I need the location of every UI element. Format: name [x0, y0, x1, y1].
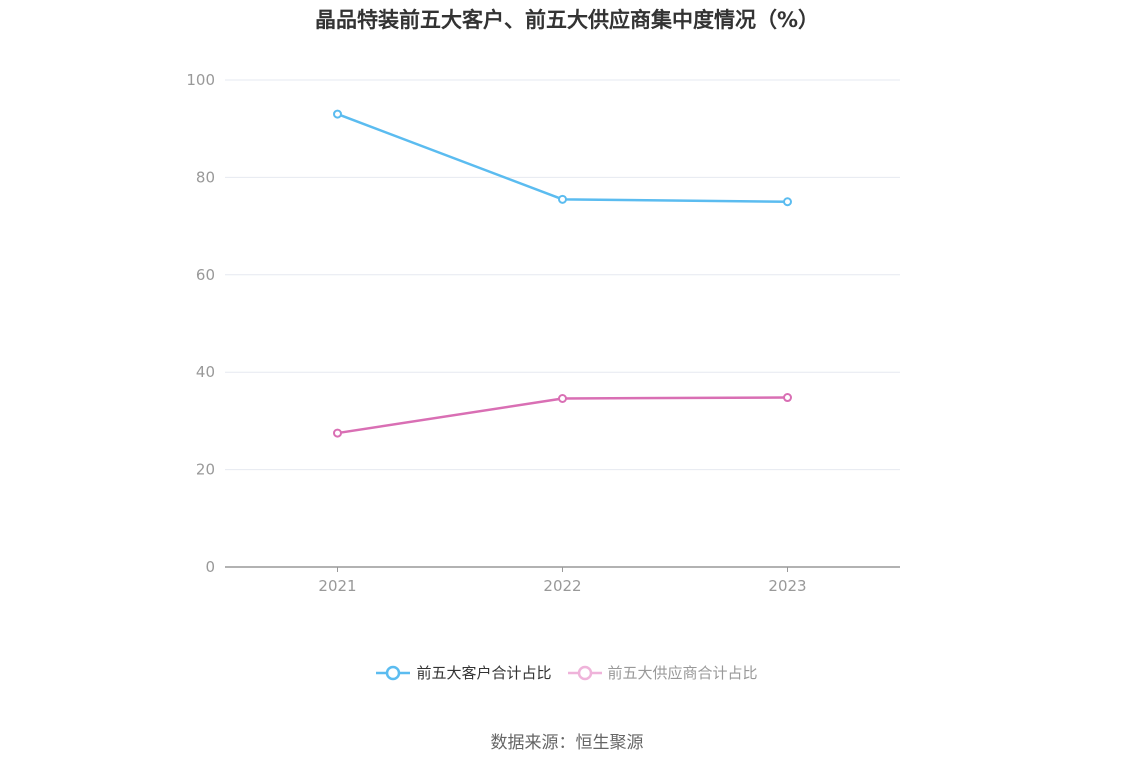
legend-label-customers: 前五大客户合计占比	[416, 664, 552, 682]
y-tick-label-100: 100	[186, 71, 215, 89]
data-point-s2-2023	[783, 393, 792, 403]
data-point-s2-2022	[558, 393, 567, 403]
legend-marker-suppliers	[567, 665, 602, 680]
x-tick-label-2022: 2022	[543, 577, 581, 595]
y-tick-label-60: 60	[196, 266, 215, 284]
y-tick-label-20: 20	[196, 461, 215, 479]
y-tick-label-80: 80	[196, 168, 215, 186]
x-tick-label-2023: 2023	[768, 577, 806, 595]
legend-item-suppliers[interactable]: 前五大供应商合计占比	[567, 662, 758, 683]
data-point-s1-2023	[783, 197, 792, 207]
legend-label-suppliers: 前五大供应商合计占比	[607, 664, 758, 682]
data-point-s1-2022	[558, 194, 567, 204]
chart-legend: 前五大客户合计占比 前五大供应商合计占比	[0, 662, 1134, 683]
data-point-s1-2021	[333, 109, 342, 119]
legend-marker-customers	[376, 665, 411, 680]
data-point-s2-2021	[333, 428, 342, 438]
y-tick-label-0: 0	[205, 558, 215, 576]
legend-item-customers[interactable]: 前五大客户合计占比	[376, 662, 552, 683]
y-tick-label-40: 40	[196, 363, 215, 381]
x-tick-label-2021: 2021	[318, 577, 356, 595]
data-source: 数据来源：恒生聚源	[490, 733, 644, 753]
series-line-1	[337, 112, 788, 203]
chart-title: 晶品特装前五大客户、前五大供应商集中度情况（%）	[314, 8, 820, 32]
